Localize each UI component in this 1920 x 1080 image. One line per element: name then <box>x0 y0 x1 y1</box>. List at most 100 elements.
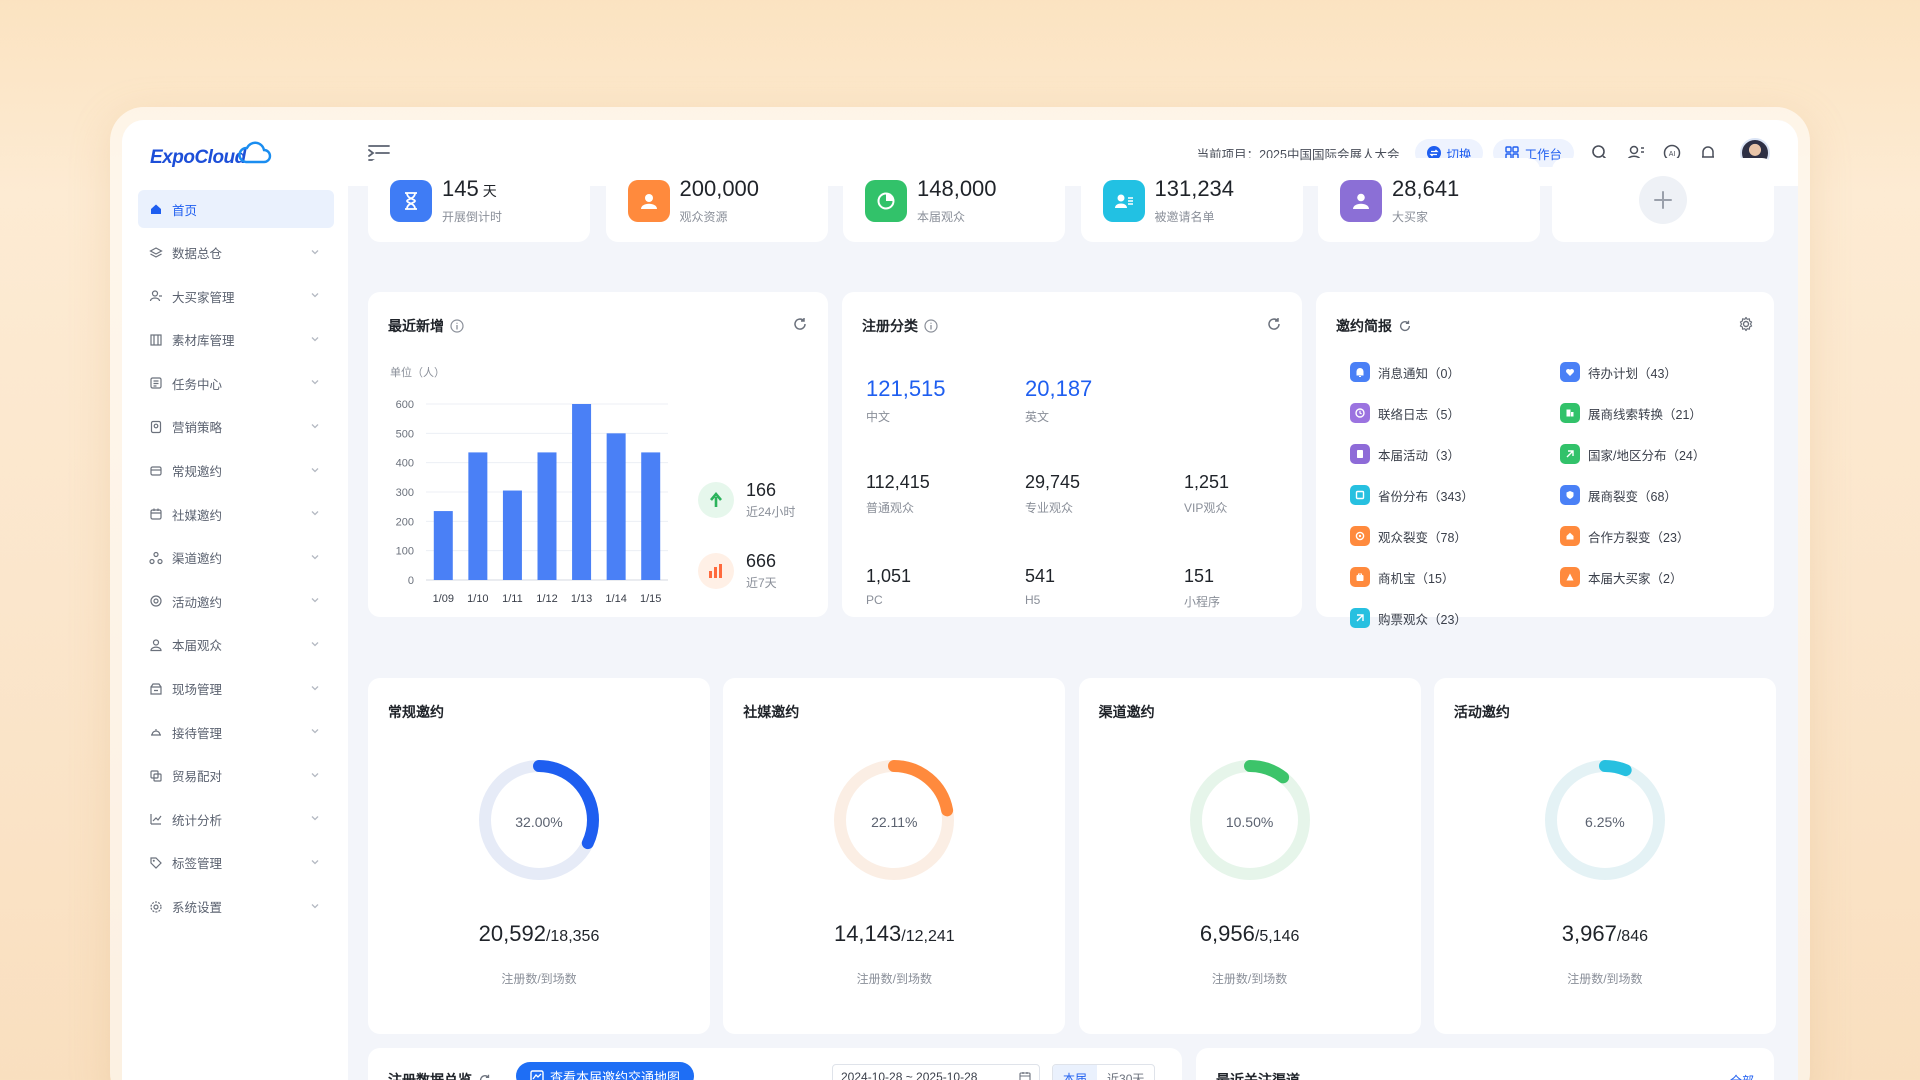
y-tick-label: 300 <box>396 487 414 499</box>
refresh-icon[interactable] <box>1398 319 1412 333</box>
stat-card[interactable]: 145 天开展倒计时 <box>368 158 590 242</box>
bar[interactable] <box>606 433 626 580</box>
invitation-donut-card[interactable]: 常规邀约 32.00% 20,592/18,356 注册数/到场数 <box>368 678 710 1034</box>
invitation-item[interactable]: 合作方裂变（23） <box>1560 526 1689 546</box>
add-icon[interactable] <box>1639 176 1687 224</box>
sidebar-item[interactable]: 大买家管理 <box>138 277 334 315</box>
invitation-item[interactable]: 购票观众（23） <box>1350 608 1467 628</box>
cloud-logo-icon <box>238 141 271 164</box>
sidebar-item[interactable]: 统计分析 <box>138 800 334 838</box>
sidebar-item[interactable]: 任务中心 <box>138 364 334 402</box>
stat-card[interactable]: 148,000 本届观众 <box>843 158 1065 242</box>
invitation-item-label: 展商裂变（68） <box>1588 489 1677 504</box>
stat-value: 148,000 <box>917 176 997 202</box>
bar[interactable] <box>468 452 488 580</box>
tab-last-30-days[interactable]: 近30天 <box>1107 1072 1145 1080</box>
invitation-donut-card[interactable]: 渠道邀约 10.50% 6,956/5,146 注册数/到场数 <box>1078 678 1421 1034</box>
invitation-donut-card[interactable]: 社媒邀约 22.11% 14,143/12,241 注册数/到场数 <box>723 678 1066 1034</box>
bar[interactable] <box>502 490 522 580</box>
app-logo[interactable]: ExpoCloud <box>150 138 272 178</box>
invitation-item[interactable]: 国家/地区分布（24） <box>1560 444 1705 464</box>
invitation-item[interactable]: 本届大买家（2） <box>1560 567 1682 587</box>
sidebar-item[interactable]: 现场管理 <box>138 670 334 708</box>
bar-chart-icon <box>698 553 734 589</box>
globe-icon <box>1560 444 1580 464</box>
y-tick-label: 400 <box>396 458 414 470</box>
chevron-down-icon <box>311 903 319 908</box>
refresh-icon[interactable] <box>792 316 808 332</box>
registration-kpi: 1,051 PC <box>866 566 911 607</box>
bar[interactable] <box>572 404 592 580</box>
invitation-donut-card[interactable]: 活动邀约 6.25% 3,967/846 注册数/到场数 <box>1433 678 1776 1034</box>
invitation-item[interactable]: 观众裂变（78） <box>1350 526 1467 546</box>
view-all-link[interactable]: 全部 <box>1730 1072 1754 1080</box>
sidebar-item[interactable]: 标签管理 <box>138 844 334 882</box>
registration-title: 注册分类 <box>862 316 938 336</box>
recent-new-panel: 最近新增 单位（人） 0 100 200 300 400 500 600 1/09 1/10 1/… <box>368 292 828 617</box>
refresh-icon[interactable] <box>478 1073 492 1080</box>
invitation-item-label: 国家/地区分布（24） <box>1588 448 1706 463</box>
invitation-item[interactable]: 联络日志（5） <box>1350 403 1460 423</box>
kpi-label: 小程序 <box>1184 595 1221 609</box>
sidebar-item[interactable]: 系统设置 <box>138 888 334 926</box>
invitation-item[interactable]: 消息通知（0） <box>1350 362 1460 382</box>
bar[interactable] <box>537 452 557 580</box>
kpi-value: 121,515 <box>866 376 946 401</box>
pie-chart-icon <box>865 180 907 222</box>
menu-collapse-icon[interactable] <box>368 144 390 162</box>
invitation-item[interactable]: 待办计划（43） <box>1560 362 1677 382</box>
y-tick-label: 100 <box>396 546 414 558</box>
invitation-title-text: 邀约简报 <box>1336 318 1392 334</box>
sidebar-item[interactable]: 活动邀约 <box>138 582 334 620</box>
invitation-title: 邀约简报 <box>1336 316 1412 336</box>
donut-counts: 3,967/846 <box>1434 921 1776 947</box>
stat-label: 观众资源 <box>679 210 728 224</box>
x-tick-label: 1/10 <box>467 593 488 605</box>
bar[interactable] <box>433 511 453 580</box>
date-range-picker[interactable]: 2024-10-28 ~ 2025-10-28 <box>832 1064 1040 1080</box>
settings-icon[interactable] <box>1738 316 1754 332</box>
sidebar-item[interactable]: 营销策略 <box>138 408 334 446</box>
chevron-down-icon <box>311 336 319 342</box>
invitation-item-label: 本届活动（3） <box>1378 448 1460 463</box>
sidebar-item[interactable]: 本届观众 <box>138 626 334 664</box>
add-stat-card[interactable] <box>1552 158 1774 242</box>
sidebar-item[interactable]: 社媒邀约 <box>138 495 334 533</box>
invitation-item[interactable]: 展商裂变（68） <box>1560 485 1677 505</box>
sidebar-item[interactable]: 素材库管理 <box>138 321 334 359</box>
invitation-item[interactable]: 商机宝（15） <box>1350 567 1454 587</box>
buyer-icon <box>1340 180 1382 222</box>
invitation-item[interactable]: 本届活动（3） <box>1350 444 1460 464</box>
layers-icon <box>148 245 164 261</box>
invitation-item[interactable]: 省份分布（343） <box>1350 485 1474 505</box>
sidebar-item[interactable]: 常规邀约 <box>138 452 334 490</box>
bar[interactable] <box>641 452 661 580</box>
invitation-panel: 邀约简报 消息通知（0） 联络日志（5） 本届活动（3） 省份分布（343） 观众裂变（… <box>1316 292 1774 628</box>
stat-card[interactable]: 28,641 大买家 <box>1318 158 1540 242</box>
invitation-item-label: 展商线索转换（21） <box>1588 407 1702 422</box>
invitation-item[interactable]: 展商线索转换（21） <box>1560 403 1702 423</box>
donut-counts: 6,956/5,146 <box>1079 921 1421 947</box>
stat-card[interactable]: 200,000 观众资源 <box>605 158 828 242</box>
refresh-icon[interactable] <box>1266 316 1282 332</box>
heart-icon <box>1560 362 1580 382</box>
stat-number: 131,234 <box>1154 176 1235 201</box>
sidebar-item[interactable]: 首页 <box>138 190 334 228</box>
sidebar-item-label: 素材库管理 <box>172 334 235 349</box>
tab-this-session[interactable]: 本届 <box>1053 1065 1098 1080</box>
sidebar-item[interactable]: 数据总仓 <box>138 234 334 272</box>
stat-value: 200,000 <box>680 176 760 202</box>
chevron-down-icon <box>311 641 319 647</box>
sidebar-item-label: 数据总仓 <box>172 247 223 262</box>
view-map-button[interactable]: 查看本届邀约交通地图 <box>516 1062 695 1080</box>
stat-card[interactable]: 131,234 被邀请名单 <box>1080 158 1303 242</box>
stat-label: 被邀请名单 <box>1154 210 1215 224</box>
sidebar-item-label: 常规邀约 <box>172 465 223 480</box>
sidebar-item[interactable]: 渠道邀约 <box>138 539 334 577</box>
sidebar-item[interactable]: 接待管理 <box>138 713 334 751</box>
sidebar-item[interactable]: 贸易配对 <box>138 757 334 795</box>
stat-unit: 天 <box>482 183 497 199</box>
info-icon[interactable] <box>450 319 464 333</box>
recent-bar-chart: 0 100 200 300 400 500 600 1/09 1/10 1/11 1/12 1/13 1… <box>396 399 668 605</box>
info-icon[interactable] <box>924 319 938 333</box>
